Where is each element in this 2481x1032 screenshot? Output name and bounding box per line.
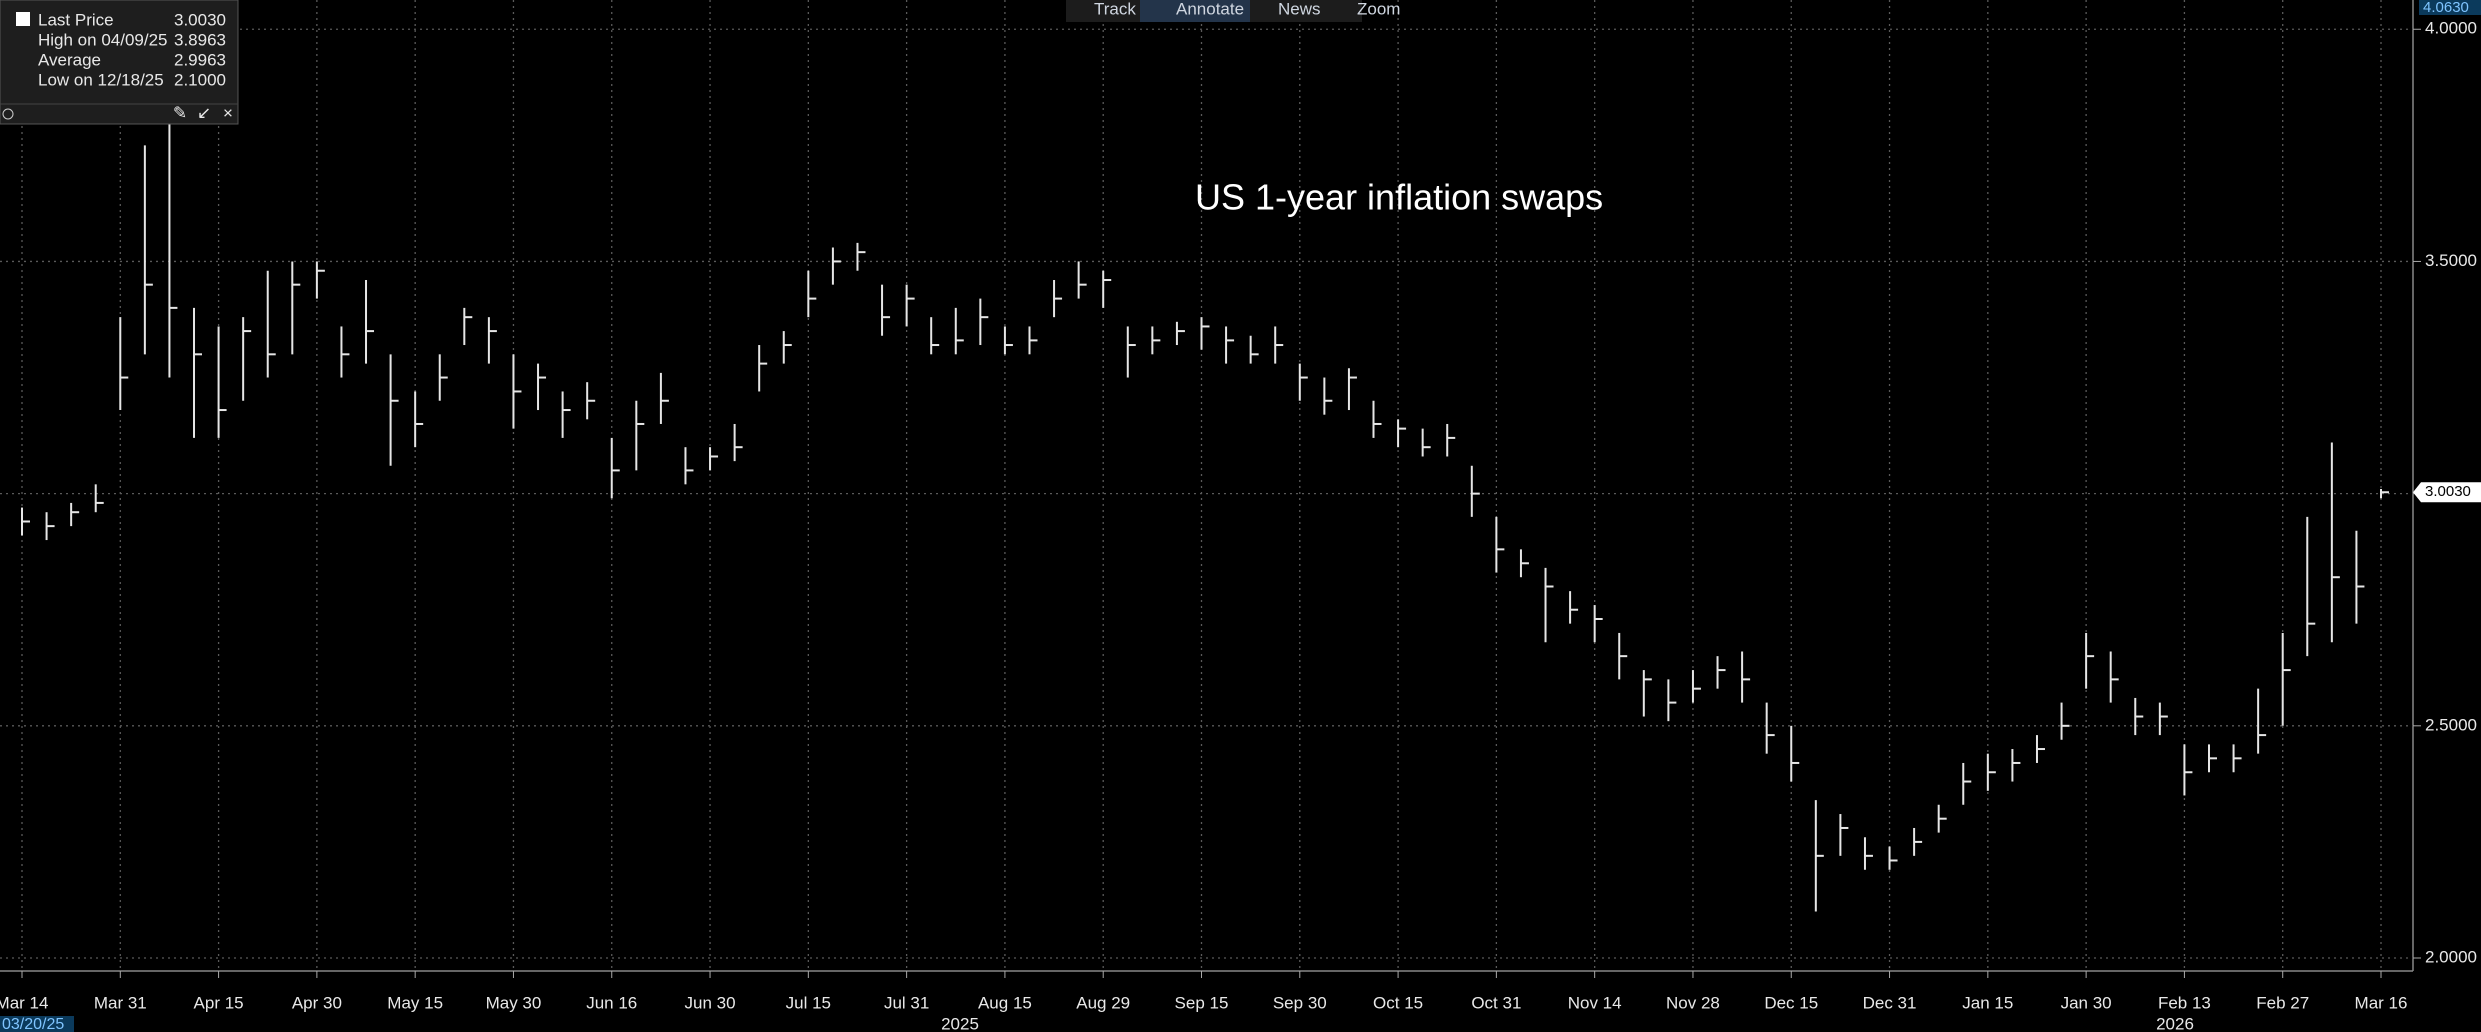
legend-swatch [16,12,30,26]
x-tick-label: Mar 16 [2355,993,2408,1012]
x-tick-label: May 15 [387,993,443,1012]
x-tick-label: Jul 15 [786,993,831,1012]
y-tick-label: 2.0000 [2425,947,2477,966]
x-tick-label: Oct 31 [1471,993,1521,1012]
x-tick-label: May 30 [486,993,542,1012]
legend-bg [0,0,239,125]
toolbar-active [1140,0,1250,22]
pin-icon[interactable]: ✎ [173,103,187,122]
legend-value: 2.1000 [174,70,226,89]
x-tick-label: Aug 15 [978,993,1032,1012]
x-tick-label: Dec 31 [1863,993,1917,1012]
settings-icon[interactable] [2,108,14,120]
legend-value: 3.8963 [174,30,226,49]
x-tick-label: Mar 14 [0,993,48,1012]
y-tick-label: 3.5000 [2425,251,2477,270]
toolbar: Track Annotate News Zoom [1066,0,1400,22]
x-tick-label: Jan 15 [1962,993,2013,1012]
y-tick-label: 2.5000 [2425,715,2477,734]
y-top-label: 4.0630 [2423,0,2469,16]
collapse-icon[interactable]: ↙ [197,103,211,122]
x-tick-label: Nov 28 [1666,993,1720,1012]
legend-label: Average [38,50,101,69]
x-tick-label: Jun 16 [586,993,637,1012]
x-tick-label: Mar 31 [94,993,147,1012]
toolbar-button[interactable]: Annotate [1176,0,1244,18]
last-value-tag [2413,482,2481,503]
start-date-label: 03/20/25 [2,1016,64,1032]
legend-box: Last Price 3.0030 High on 04/09/25 3.896… [0,0,239,125]
legend-label: High on 04/09/25 [38,30,168,49]
x-tick-label: Dec 15 [1764,993,1818,1012]
x-tick-label: Feb 13 [2158,993,2211,1012]
legend-label: Last Price [38,10,114,29]
start-date-bg [0,1016,74,1032]
x-tick-label: Aug 29 [1076,993,1130,1012]
y-tick-label: 4.0000 [2425,19,2477,38]
close-icon[interactable]: × [223,103,233,122]
year-label: 2026 [2156,1014,2194,1032]
x-tick-label: Jan 30 [2061,993,2112,1012]
x-tick-label: Sep 30 [1273,993,1327,1012]
x-tick-label: Apr 30 [292,993,342,1012]
x-tick-label: Sep 15 [1175,993,1229,1012]
legend-label: Low on 12/18/25 [38,70,164,89]
toolbar-button[interactable]: Track [1094,0,1136,18]
legend-value: 3.0030 [174,10,226,29]
y-top-bg [2419,0,2481,15]
x-tick-label: Feb 27 [2256,993,2309,1012]
x-tick-label: Oct 15 [1373,993,1423,1012]
x-tick-label: Nov 14 [1568,993,1622,1012]
legend-value: 2.9963 [174,50,226,69]
x-tick-label: Jul 31 [884,993,929,1012]
year-label: 2025 [941,1014,979,1032]
x-tick-label: Apr 15 [194,993,244,1012]
toolbar-button[interactable]: News [1278,0,1321,18]
toolbar-button[interactable]: Zoom [1357,0,1400,18]
last-value-label: 3.0030 [2425,483,2471,500]
x-tick-label: Jun 30 [685,993,736,1012]
chart-title: US 1-year inflation swaps [1195,177,1603,218]
